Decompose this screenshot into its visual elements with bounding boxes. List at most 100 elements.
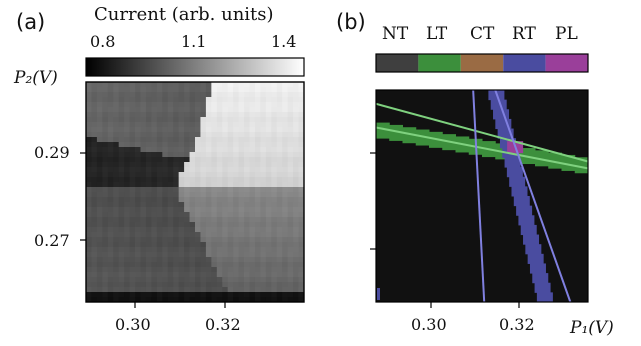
heatmap-cell: [260, 172, 267, 178]
heatmap-cell: [233, 87, 239, 93]
heatmap-cell: [287, 132, 294, 138]
heatmap-cell: [86, 252, 92, 258]
heatmap-cell: [162, 87, 169, 93]
heatmap-cell: [298, 297, 305, 303]
heatmap-cell: [287, 262, 294, 268]
heatmap-cell: [167, 162, 174, 168]
heatmap-cell: [184, 202, 190, 208]
heatmap-cell: [107, 127, 114, 133]
heatmap-cell: [151, 242, 158, 248]
heatmap-cell: [233, 267, 239, 273]
heatmap-cell: [135, 232, 141, 238]
heatmap-cell: [173, 197, 180, 203]
heatmap-cell: [254, 82, 261, 88]
heatmap-cell: [211, 97, 218, 103]
heatmap-cell: [86, 227, 92, 233]
heatmap-cell: [293, 117, 299, 123]
heatmap-cell: [178, 127, 185, 133]
heatmap-cell: [287, 297, 294, 303]
heatmap-cell: [102, 157, 109, 163]
heatmap-cell: [145, 167, 152, 173]
heatmap-cell: [189, 232, 196, 238]
heatmap-cell: [162, 267, 169, 273]
heatmap-cell: [211, 102, 218, 108]
heatmap-cell: [173, 282, 180, 288]
heatmap-cell: [276, 202, 283, 208]
heatmap-cell: [287, 192, 294, 198]
heatmap-cell: [91, 132, 98, 138]
heatmap-cell: [282, 137, 289, 143]
heatmap-cell: [173, 122, 180, 128]
heatmap-cell: [189, 87, 196, 93]
heatmap-cell: [227, 132, 234, 138]
heatmap-cell: [107, 222, 114, 228]
heatmap-cell: [276, 262, 283, 268]
heatmap-cell: [254, 202, 261, 208]
heatmap-cell: [124, 92, 130, 98]
heatmap-cell: [293, 137, 299, 143]
heatmap-cell: [216, 202, 223, 208]
heatmap-cell: [287, 212, 294, 218]
heatmap-cell: [211, 222, 218, 228]
heatmap-cell: [282, 227, 289, 233]
heatmap-cell: [227, 127, 234, 133]
heatmap-cell: [222, 272, 229, 278]
heatmap-cell: [254, 212, 261, 218]
heatmap-cell: [140, 192, 147, 198]
heatmap-cell: [282, 267, 289, 273]
heatmap-cell: [265, 127, 272, 133]
heatmap-cell: [298, 147, 305, 153]
heatmap-cell: [211, 217, 218, 223]
heatmap-cell: [145, 87, 152, 93]
heatmap-cell: [129, 247, 136, 253]
heatmap-cell: [86, 182, 92, 188]
heatmap-cell: [233, 277, 239, 283]
heatmap-cell: [135, 247, 141, 253]
heatmap-cell: [140, 127, 147, 133]
heatmap-cell: [184, 137, 190, 143]
heatmap-cell: [118, 167, 125, 173]
heatmap-cell: [195, 92, 201, 98]
heatmap-cell: [244, 217, 250, 223]
heatmap-cell: [173, 147, 180, 153]
heatmap-cell: [271, 142, 278, 148]
heatmap-cell: [189, 267, 196, 273]
heatmap-cell: [222, 287, 229, 293]
heatmap-cell: [265, 222, 272, 228]
heatmap-cell: [205, 132, 212, 138]
heatmap-cell: [91, 262, 98, 268]
heatmap-cell: [211, 267, 218, 273]
heatmap-cell: [118, 297, 125, 303]
heatmap-cell: [96, 112, 103, 118]
heatmap-cell: [162, 102, 169, 108]
heatmap-cell: [102, 122, 109, 128]
heatmap-cell: [178, 217, 185, 223]
heatmap-cell: [260, 252, 267, 258]
heatmap-cell: [260, 162, 267, 168]
heatmap-cell: [249, 262, 256, 268]
heatmap-cell: [249, 172, 256, 178]
heatmap-cell: [293, 97, 299, 103]
heatmap-cell: [189, 152, 196, 158]
heatmap-cell: [91, 87, 98, 93]
heatmap-cell: [233, 252, 239, 258]
heatmap-cell: [178, 92, 185, 98]
heatmap-cell: [162, 297, 169, 303]
heatmap-cell: [260, 137, 267, 143]
heatmap-cell: [249, 177, 256, 183]
heatmap-cell: [140, 197, 147, 203]
heatmap-cell: [260, 97, 267, 103]
heatmap-cell: [233, 197, 239, 203]
heatmap-cell: [238, 262, 245, 268]
heatmap-cell: [129, 127, 136, 133]
heatmap-cell: [293, 112, 299, 118]
heatmap-cell: [195, 112, 201, 118]
heatmap-cell: [86, 157, 92, 163]
heatmap-cell: [293, 187, 299, 193]
heatmap-cell: [211, 197, 218, 203]
heatmap-cell: [145, 102, 152, 108]
heatmap-cell: [233, 132, 239, 138]
heatmap-cell: [195, 82, 201, 88]
heatmap-cell: [244, 157, 250, 163]
heatmap-cell: [205, 147, 212, 153]
